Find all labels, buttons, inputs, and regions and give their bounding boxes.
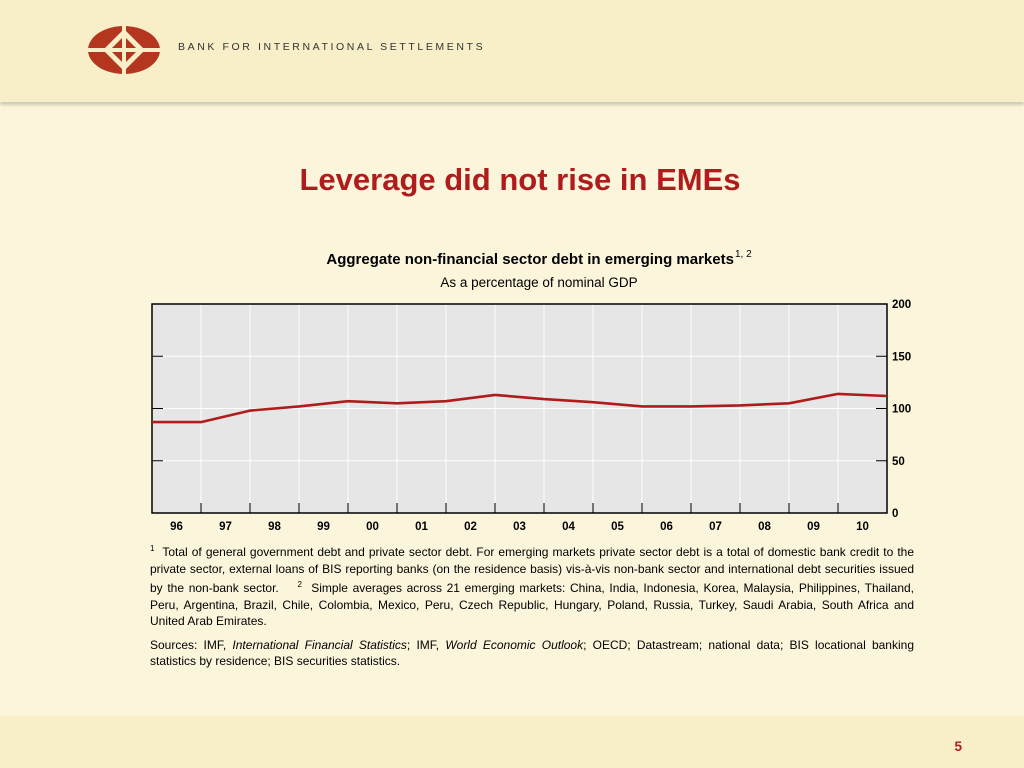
y-tick-label: 50: [892, 456, 905, 468]
x-tick-label: 07: [709, 521, 722, 533]
chart-title-superscript: 1, 2: [734, 249, 752, 260]
line-chart: 0 50 100 150 200 96 97 98 99 00 01 02 03 04 05 06 07 08 09…: [151, 299, 911, 533]
sources-text-1: Sources: IMF,: [150, 637, 233, 652]
x-tick-label: 08: [758, 521, 771, 533]
x-tick-label: 10: [856, 521, 869, 533]
x-tick-label: 01: [415, 521, 428, 533]
sources-text-3: ; OECD; Datastream; national data; BIS l…: [150, 637, 914, 669]
page-number: 5: [954, 739, 962, 754]
bis-logo-icon: [87, 25, 161, 75]
sources-ifs: International Financial Statistics: [232, 637, 407, 652]
x-tick-label: 05: [611, 521, 624, 533]
footnote-2-marker: 2: [297, 580, 302, 589]
series-line: [152, 392, 888, 424]
footnote-2-text: Simple averages across 21 emerging marke…: [150, 581, 915, 628]
sources-text-2: ; IMF,: [406, 637, 446, 652]
footnote-1-text: Total of general government debt and pri…: [150, 545, 915, 595]
sources-weo: World Economic Outlook: [445, 637, 584, 652]
footer-bar: 5: [0, 716, 1024, 768]
footnotes: 1 Total of general government debt and p…: [150, 541, 914, 677]
plot-frame: [151, 303, 888, 514]
x-tick-label: 98: [268, 521, 281, 533]
x-tick-label: 97: [219, 521, 232, 533]
chart-subtitle: As a percentage of nominal GDP: [440, 275, 638, 290]
chart-title-text: Aggregate non-financial sector debt in e…: [326, 251, 734, 268]
footnote-1-marker: 1: [150, 544, 155, 553]
y-tick-label: 200: [892, 299, 911, 311]
x-tick-label: 09: [807, 521, 820, 533]
org-name: BANK FOR INTERNATIONAL SETTLEMENTS: [178, 41, 486, 53]
y-tick-label: 150: [892, 351, 911, 363]
x-tick-label: 00: [366, 521, 379, 533]
slide-title: Leverage did not rise in EMEs: [299, 162, 741, 197]
x-tick-label: 02: [464, 521, 477, 533]
y-tick-label: 0: [892, 508, 898, 520]
x-tick-label: 06: [660, 521, 673, 533]
footnote-block: 1 Total of general government debt and p…: [150, 541, 914, 630]
x-tick-label: 04: [562, 521, 575, 533]
x-tick-label: 99: [317, 521, 330, 533]
chart-title: Aggregate non-financial sector debt in e…: [0, 249, 1024, 268]
header-bar: BANK FOR INTERNATIONAL SETTLEMENTS: [0, 0, 1024, 102]
x-tick-label: 03: [513, 521, 526, 533]
y-tick-label: 100: [892, 404, 911, 416]
x-tick-label: 96: [170, 521, 183, 533]
sources: Sources: IMF, International Financial St…: [150, 637, 914, 670]
